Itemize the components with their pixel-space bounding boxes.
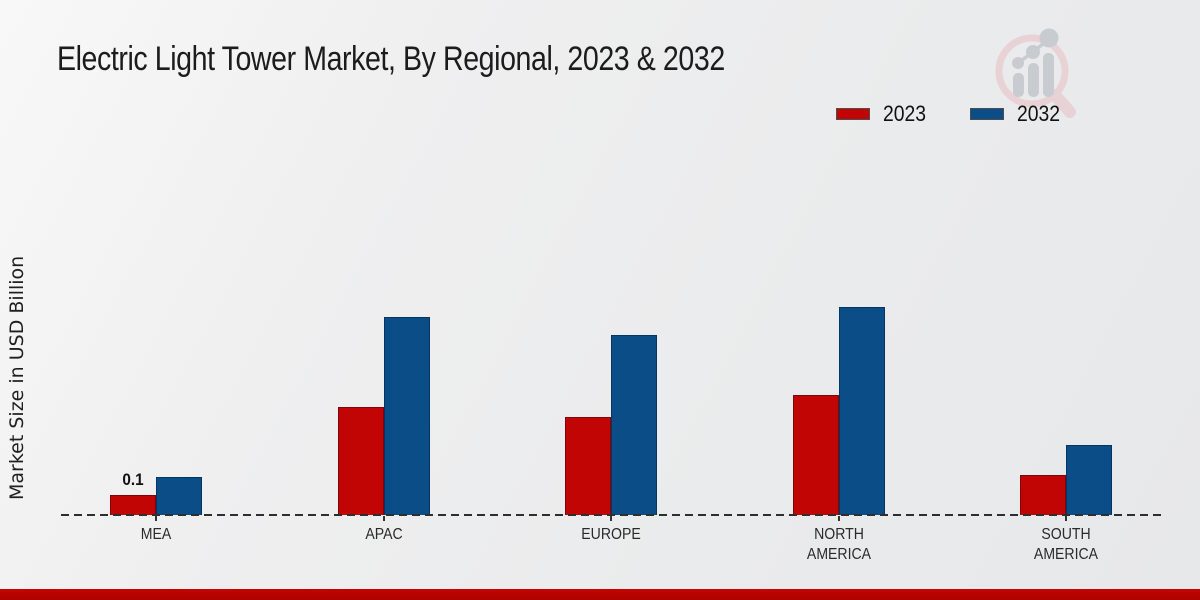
x-tick-label-europe: EUROPE (581, 526, 641, 543)
x-axis-tick-north-america (837, 516, 840, 521)
bar-2023-apac (337, 407, 384, 515)
bar-2023-south-america (1020, 475, 1066, 515)
bar-value-label: 0.1 (122, 470, 144, 489)
bar-2032-apac (383, 317, 430, 515)
legend-swatch-2032 (969, 108, 1004, 120)
bar-2032-south-america (1066, 445, 1112, 515)
x-tick-label-north-america: NORTH AMERICA (806, 526, 871, 563)
legend-item-2023: 2023 (836, 101, 932, 127)
bar-2023-north-america (792, 395, 839, 515)
x-axis-dashed-baseline (61, 514, 1161, 516)
legend-label-2023: 2023 (883, 101, 927, 126)
legend-label-2032: 2032 (1016, 101, 1061, 126)
x-axis-tick-apac (382, 516, 385, 521)
x-axis-tick-south-america (1065, 516, 1067, 521)
legend-swatch-2023 (836, 108, 870, 120)
bar-2032-mea (156, 477, 202, 515)
legend: 2023 2032 (836, 101, 1066, 127)
bar-2023-europe (565, 417, 611, 515)
x-axis-tick-mea (155, 516, 157, 521)
magnifier-growth-chart-logo-icon (985, 25, 1081, 126)
x-tick-label-south-america: SOUTH AMERICA (1033, 526, 1099, 563)
legend-item-2032: 2032 (969, 101, 1066, 127)
chart-title: Electric Light Tower Market, By Regional… (57, 40, 725, 78)
bar-2023-mea (110, 495, 156, 515)
bar-2032-north-america (838, 307, 885, 515)
x-axis-tick-europe (610, 516, 612, 521)
x-tick-label-mea: MEA (140, 526, 172, 543)
bottom-accent-strip (0, 589, 1200, 600)
x-tick-label-apac: APAC (364, 526, 403, 543)
bar-2032-europe (611, 335, 657, 515)
